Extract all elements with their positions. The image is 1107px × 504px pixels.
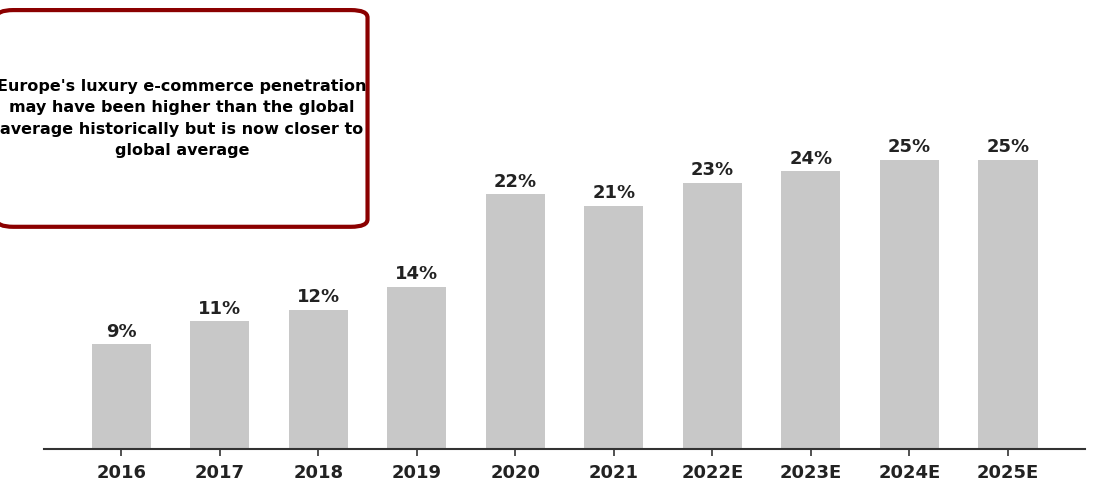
Bar xyxy=(190,322,249,449)
Bar xyxy=(584,206,643,449)
Text: 23%: 23% xyxy=(691,161,734,179)
Bar xyxy=(880,159,939,449)
Bar xyxy=(979,159,1037,449)
Bar xyxy=(683,182,742,449)
Text: 12%: 12% xyxy=(297,288,340,306)
Bar xyxy=(289,310,348,449)
Bar xyxy=(92,345,151,449)
Bar xyxy=(782,171,840,449)
Text: 25%: 25% xyxy=(986,138,1030,156)
Text: 22%: 22% xyxy=(494,173,537,191)
Bar xyxy=(486,194,545,449)
Text: 24%: 24% xyxy=(789,150,832,168)
Text: 11%: 11% xyxy=(198,300,241,318)
Bar xyxy=(387,287,446,449)
Text: 14%: 14% xyxy=(395,265,438,283)
Text: Europe's luxury e-commerce penetration
may have been higher than the global
aver: Europe's luxury e-commerce penetration m… xyxy=(0,79,366,158)
Text: 25%: 25% xyxy=(888,138,931,156)
Text: 21%: 21% xyxy=(592,184,635,202)
Text: 9%: 9% xyxy=(106,323,136,341)
